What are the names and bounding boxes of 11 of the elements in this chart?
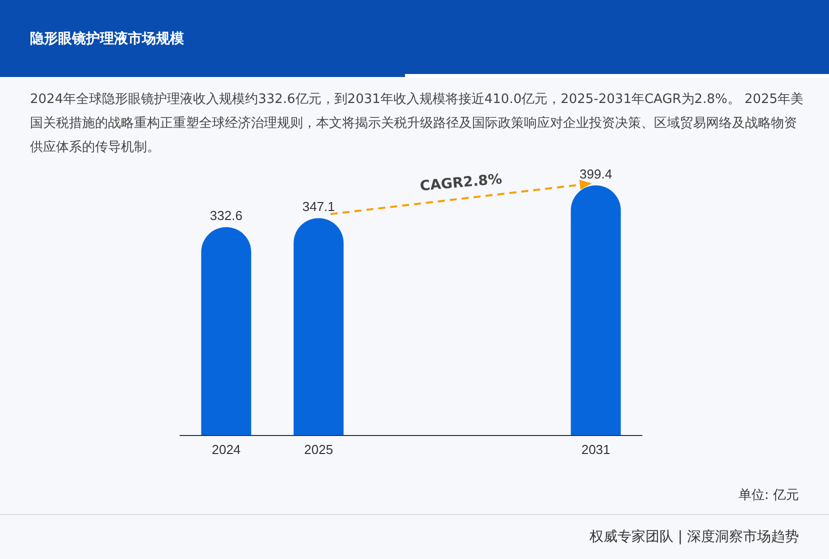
x-tick-label: 2024 [212, 442, 241, 457]
chart-subtitle: 2024年全球隐形眼镜护理液收入规模约332.6亿元，到2031年收入规模将接近410.0亿元，2025-2031年CAGR为2.8%。 2025年美国关税措施的战略重构正重塑全球经济治理规则，本文将揭示关税升级路径及国际政策响应对企业投资决策、区域贸易网络及战略物资供应体系的传导机制。 [30, 91, 805, 157]
data-label: 399.4 [580, 166, 612, 182]
data-label: 332.6 [210, 208, 242, 224]
text: 权威专家团队 | 深度洞察市场趋势 [589, 528, 799, 546]
chart-title: 隐形眼镜护理液市场规模 [30, 30, 184, 48]
text: 单位: 亿元 [738, 487, 799, 504]
x-tick-label: 2031 [581, 442, 610, 457]
annotation: CAGR2.8% [420, 171, 503, 194]
data-label: 347.1 [302, 199, 335, 214]
x-tick-label: 2025 [304, 442, 334, 457]
